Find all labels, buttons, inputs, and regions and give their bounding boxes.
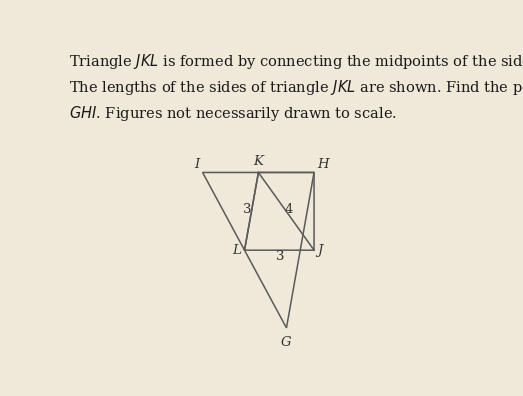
Text: Triangle $JKL$ is formed by connecting the midpoints of the side of triangle $GH: Triangle $JKL$ is formed by connecting t… [70, 52, 523, 123]
Text: 3: 3 [276, 250, 285, 263]
Text: J: J [317, 244, 323, 257]
Text: 4: 4 [285, 203, 293, 216]
Text: I: I [194, 158, 199, 171]
Text: 3: 3 [243, 203, 252, 216]
Text: H: H [317, 158, 328, 171]
Text: L: L [233, 244, 242, 257]
Text: G: G [281, 336, 292, 349]
Text: K: K [254, 155, 264, 168]
